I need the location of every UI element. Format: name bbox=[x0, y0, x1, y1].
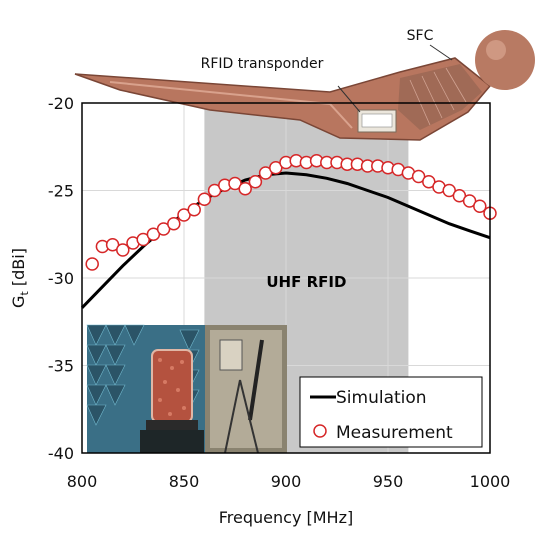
y-tick-label: -30 bbox=[48, 269, 74, 288]
x-tick-label: 1000 bbox=[470, 472, 511, 491]
measurement-point bbox=[197, 192, 212, 206]
legend-box bbox=[299, 376, 483, 448]
y-axis-label: Gt [dBi] bbox=[9, 248, 31, 308]
y-axis-label-unit: [dBi] bbox=[9, 248, 28, 291]
measurement-point bbox=[473, 199, 487, 213]
measurement-series-points bbox=[85, 154, 497, 271]
x-tick-label: 850 bbox=[169, 472, 200, 491]
simulation-series-line bbox=[80, 171, 491, 309]
legend-simulation-label: Simulation bbox=[336, 388, 427, 408]
legend-measurement-label: Measurement bbox=[336, 423, 453, 443]
measurement-point bbox=[85, 257, 99, 271]
y-tick-label: -35 bbox=[48, 357, 74, 376]
measurement-point bbox=[116, 243, 130, 257]
y-tick-label: -40 bbox=[48, 444, 74, 463]
hip-implant-image bbox=[74, 30, 535, 141]
measurement-point bbox=[238, 182, 252, 196]
x-tick-label: 800 bbox=[67, 472, 98, 491]
measurement-point bbox=[167, 217, 181, 231]
sfc-pointer bbox=[429, 44, 453, 61]
sfc-annotation: SFC bbox=[407, 28, 434, 44]
measurement-point bbox=[187, 203, 201, 217]
measurement-point bbox=[248, 175, 263, 189]
y-axis-label-sub: t bbox=[18, 291, 31, 296]
uhf-rfid-label: UHF RFID bbox=[266, 273, 346, 291]
plot-frame bbox=[81, 102, 491, 454]
transponder-pointer bbox=[337, 85, 361, 113]
x-axis-ticks: 800 850 900 950 1000 bbox=[67, 472, 511, 491]
transponder-annotation: RFID transponder bbox=[201, 56, 324, 72]
measurement-setup-photo bbox=[86, 324, 287, 454]
x-tick-label: 900 bbox=[271, 472, 302, 491]
legend: Simulation Measurement bbox=[299, 376, 483, 448]
legend-measurement-swatch bbox=[313, 424, 327, 438]
y-tick-label: -25 bbox=[48, 182, 74, 201]
y-axis-ticks: -20 -25 -30 -35 -40 bbox=[48, 94, 74, 463]
y-axis-label-main: G bbox=[9, 296, 28, 308]
x-axis-label: Frequency [MHz] bbox=[219, 508, 353, 527]
x-tick-label: 950 bbox=[373, 472, 404, 491]
y-tick-label: -20 bbox=[48, 94, 74, 113]
